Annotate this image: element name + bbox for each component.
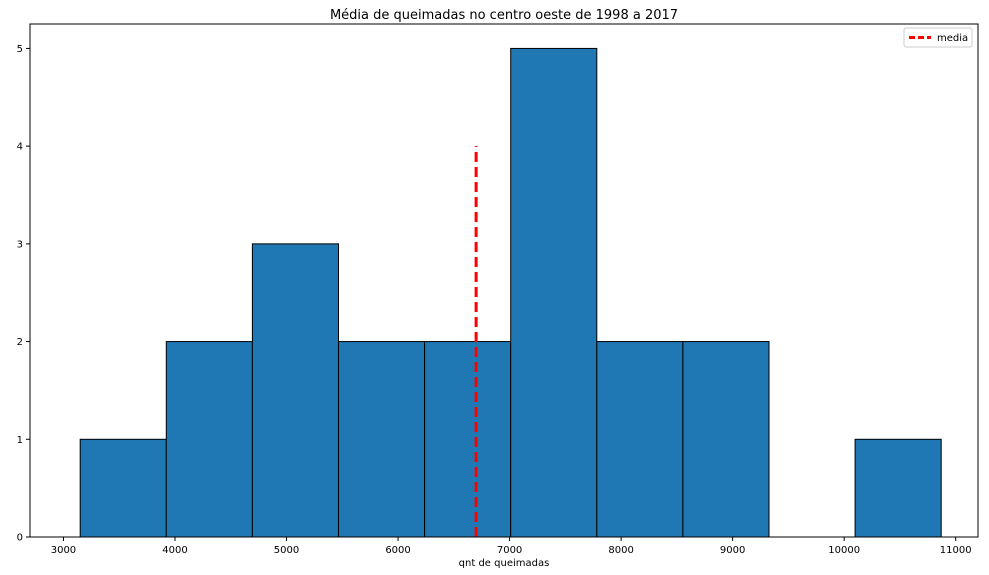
y-tick-label: 4 <box>17 142 23 153</box>
x-tick-label: 10000 <box>828 545 860 556</box>
y-axis: 0 1 2 3 4 5 <box>17 44 30 544</box>
x-tick-label: 9000 <box>720 545 745 556</box>
x-tick-label: 4000 <box>162 545 187 556</box>
histogram-bar <box>510 47 598 538</box>
chart-title: Média de queimadas no centro oeste de 19… <box>330 8 678 23</box>
x-axis-label: qnt de queimadas <box>459 558 550 569</box>
x-tick-label: 6000 <box>385 545 410 556</box>
histogram-bar <box>79 438 167 538</box>
histogram-bar <box>424 341 512 538</box>
y-tick-label: 3 <box>17 239 23 250</box>
x-tick-label: 3000 <box>51 545 76 556</box>
histogram-bar <box>682 341 770 538</box>
y-tick-label: 5 <box>17 44 23 55</box>
x-axis: 3000 4000 5000 6000 7000 8000 9000 10000 11000 <box>51 537 972 556</box>
y-tick-label: 1 <box>17 435 23 446</box>
y-tick-label: 0 <box>17 533 23 544</box>
legend-label: media <box>937 33 968 44</box>
histogram-bar <box>854 438 942 538</box>
y-tick-label: 2 <box>17 337 23 348</box>
plot-area <box>79 47 942 538</box>
x-tick-label: 8000 <box>608 545 633 556</box>
histogram-bar <box>596 341 684 538</box>
plot-frame <box>29 23 979 538</box>
histogram-bar <box>337 341 426 538</box>
histogram-bar <box>251 243 339 538</box>
legend: media <box>903 27 973 48</box>
x-tick-label: 7000 <box>497 545 522 556</box>
legend-box <box>903 27 973 48</box>
x-tick-label: 5000 <box>274 545 299 556</box>
histogram-bar <box>165 341 253 538</box>
x-tick-label: 11000 <box>940 545 972 556</box>
